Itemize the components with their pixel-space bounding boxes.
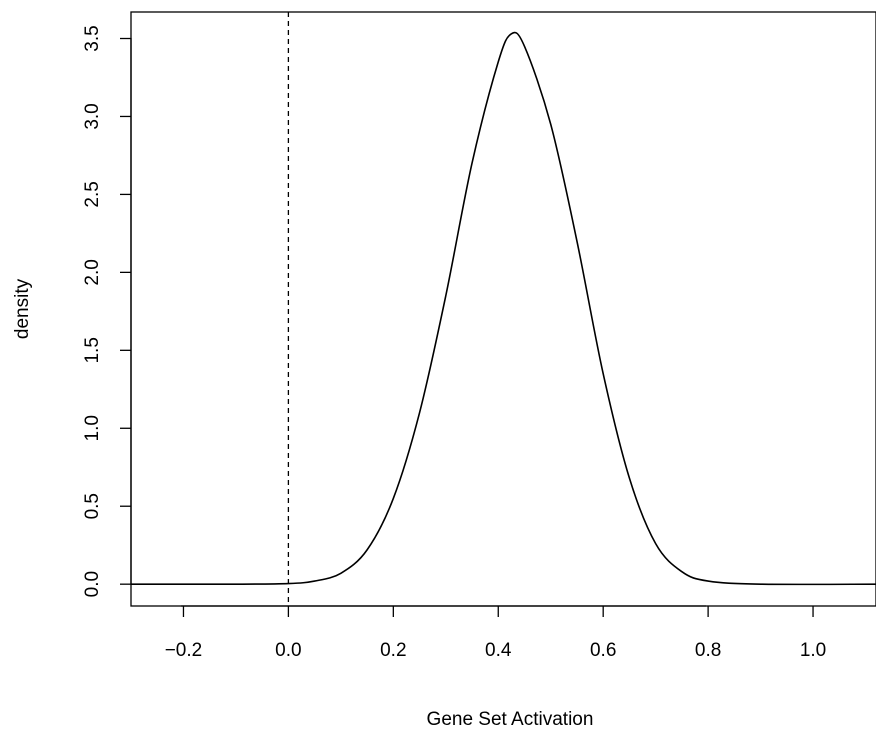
y-tick-label: 1.5 [82, 337, 103, 363]
density-curve [130, 31, 876, 586]
y-tick-label: 2.0 [82, 259, 103, 285]
x-tick-label: 0.2 [380, 640, 406, 661]
y-tick-label: 3.5 [82, 25, 103, 51]
x-tick-label: 0.6 [590, 640, 616, 661]
x-tick-label: −0.2 [165, 640, 203, 661]
y-tick-label: 0.0 [82, 571, 103, 597]
x-tick-label: 1.0 [800, 640, 826, 661]
plot-box [130, 11, 876, 607]
y-tick-label: 0.5 [82, 493, 103, 519]
x-axis-ticks: −0.2 0.0 0.2 0.4 0.6 0.8 1.0 [165, 606, 826, 661]
x-tick-label: 0.0 [275, 640, 301, 661]
y-tick-label: 1.0 [82, 415, 103, 441]
x-tick-label: 0.8 [695, 640, 721, 661]
y-tick-label: 3.0 [82, 103, 103, 129]
x-axis-title: Gene Set Activation [427, 709, 594, 730]
y-axis-ticks: 0.0 0.5 1.0 1.5 2.0 2.5 3.0 3.5 [82, 25, 131, 597]
y-axis-title: density [12, 278, 33, 339]
x-tick-label: 0.4 [485, 640, 512, 661]
y-tick-label: 2.5 [82, 181, 103, 207]
